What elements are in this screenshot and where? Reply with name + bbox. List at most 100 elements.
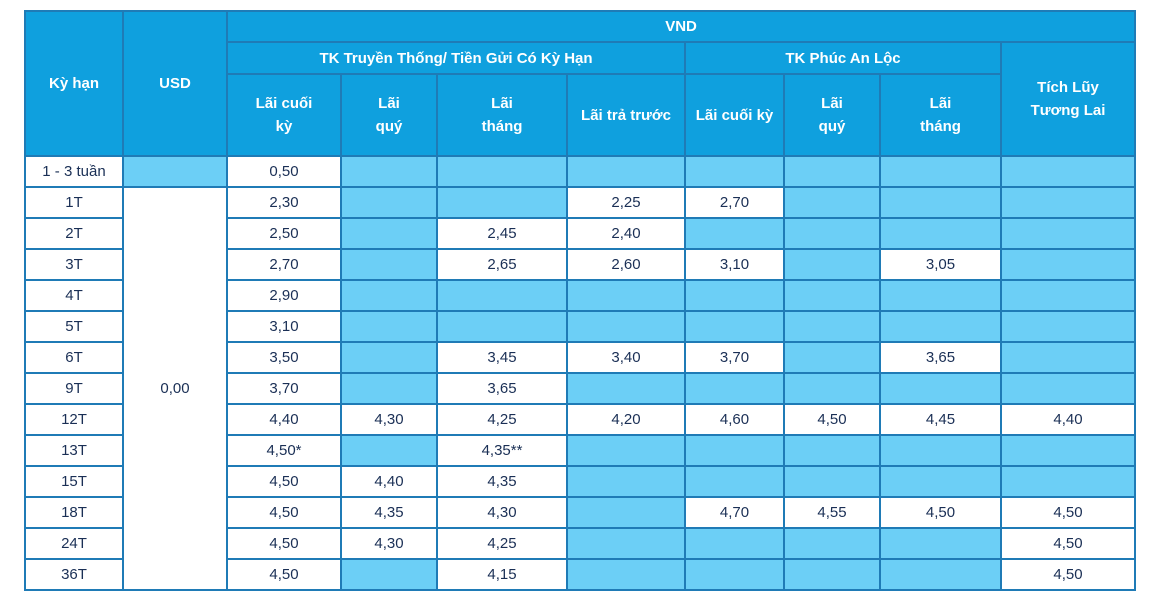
header-vnd: VND [225,10,1137,43]
rate-cell: 2,30 [226,186,342,219]
rate-cell: 4,35** [436,434,568,467]
rate-cell: 4,70 [684,496,785,529]
rate-cell: 2,45 [436,217,568,250]
usd-cell [122,155,228,188]
table-row: 36T 4,50 4,15 4,50 [24,558,1137,591]
empty-rate-cell [999,341,1137,374]
rate-cell: 4,15 [436,558,568,591]
empty-rate-cell [684,465,785,498]
term-cell: 6T [24,341,124,374]
empty-rate-cell [340,558,438,591]
rate-cell: 4,40 [340,465,438,498]
rate-cell: 4,30 [340,527,438,560]
empty-rate-cell [783,434,881,467]
rate-cell: 3,10 [226,310,342,343]
rate-cell: 2,70 [226,248,342,281]
header-pal-lai-quy: Lãi quý [783,73,881,157]
header-tich-luy-label: Tích Lũy Tương Lai [1030,79,1106,119]
term-cell: 12T [24,403,124,436]
empty-rate-cell [340,186,438,219]
empty-rate-cell [783,372,881,405]
rate-cell: 4,50 [226,465,342,498]
empty-rate-cell [566,496,686,529]
table-row: 24T 4,50 4,30 4,25 4,50 [24,527,1137,560]
empty-rate-cell [436,310,568,343]
rate-cell: 4,55 [783,496,881,529]
empty-rate-cell [879,186,1002,219]
empty-rate-cell [879,558,1002,591]
empty-rate-cell [340,217,438,250]
term-cell: 15T [24,465,124,498]
empty-rate-cell [566,310,686,343]
rate-cell: 0,50 [226,155,342,188]
table-row: 12T 4,40 4,30 4,25 4,20 4,60 4,50 4,45 4,40 [24,403,1137,436]
header-lai-cuoi-ky-label: Lãi cuối kỳ [255,95,313,135]
empty-rate-cell [879,217,1002,250]
rate-cell: 4,50 [226,496,342,529]
empty-rate-cell [879,434,1002,467]
rate-cell: 2,70 [684,186,785,219]
usd-shared-cell: 0,00 [122,186,228,591]
term-cell: 1T [24,186,124,219]
term-cell: 3T [24,248,124,281]
rate-cell: 3,70 [226,372,342,405]
table-row: 13T 4,50* 4,35** [24,434,1137,467]
empty-rate-cell [783,279,881,312]
header-usd: USD [122,10,228,157]
header-lai-tra-truoc: Lãi trả trước [566,73,686,157]
header-pal-lai-thang-label: Lãi tháng [920,95,961,135]
empty-rate-cell [879,527,1002,560]
empty-rate-cell [684,310,785,343]
empty-rate-cell [879,155,1002,188]
empty-rate-cell [340,372,438,405]
table-row: 3T 2,70 2,65 2,60 3,10 3,05 [24,248,1137,281]
term-cell: 1 - 3 tuần [24,155,124,188]
rate-cell: 2,40 [566,217,686,250]
rate-table-body: 1 - 3 tuần 0,50 1T 0,00 2,30 2,25 2,70 2T 2,50 2,… [24,155,1137,591]
header-lai-quy-label: Lãi quý [375,95,403,135]
empty-rate-cell [566,465,686,498]
rate-cell: 2,25 [566,186,686,219]
header-tich-luy: Tích Lũy Tương Lai [999,41,1137,157]
empty-rate-cell [783,558,881,591]
rate-cell: 4,50 [999,558,1137,591]
rate-cell: 4,25 [436,403,568,436]
rate-cell: 4,50* [226,434,342,467]
rate-cell: 4,50 [226,527,342,560]
rate-table-container: Kỳ hạn USD VND TK Truyền Thống/ Tiền Gửi… [24,10,1137,591]
rate-cell: 4,40 [226,403,342,436]
header-term: Kỳ hạn [24,10,124,157]
header-lai-quy: Lãi quý [340,73,438,157]
empty-rate-cell [999,465,1137,498]
rate-cell: 4,35 [340,496,438,529]
table-row: 15T 4,50 4,40 4,35 [24,465,1137,498]
empty-rate-cell [340,310,438,343]
header-lai-thang: Lãi tháng [436,73,568,157]
empty-rate-cell [879,465,1002,498]
empty-rate-cell [340,279,438,312]
empty-rate-cell [684,155,785,188]
empty-rate-cell [783,217,881,250]
rate-cell: 3,65 [436,372,568,405]
term-cell: 9T [24,372,124,405]
empty-rate-cell [999,155,1137,188]
rate-cell: 3,50 [226,341,342,374]
rate-cell: 4,20 [566,403,686,436]
rate-cell: 4,50 [879,496,1002,529]
header-group-phuc-an-loc: TK Phúc An Lộc [684,41,1002,75]
term-cell: 13T [24,434,124,467]
rate-cell: 3,70 [684,341,785,374]
rate-cell: 3,40 [566,341,686,374]
empty-rate-cell [879,310,1002,343]
empty-rate-cell [879,279,1002,312]
header-group-traditional: TK Truyền Thống/ Tiền Gửi Có Kỳ Hạn [226,41,686,75]
rate-cell: 4,60 [684,403,785,436]
empty-rate-cell [684,279,785,312]
empty-rate-cell [566,372,686,405]
empty-rate-cell [783,248,881,281]
table-row: 18T 4,50 4,35 4,30 4,70 4,55 4,50 4,50 [24,496,1137,529]
table-row: 9T 3,70 3,65 [24,372,1137,405]
empty-rate-cell [436,155,568,188]
rate-cell: 3,10 [684,248,785,281]
empty-rate-cell [879,372,1002,405]
